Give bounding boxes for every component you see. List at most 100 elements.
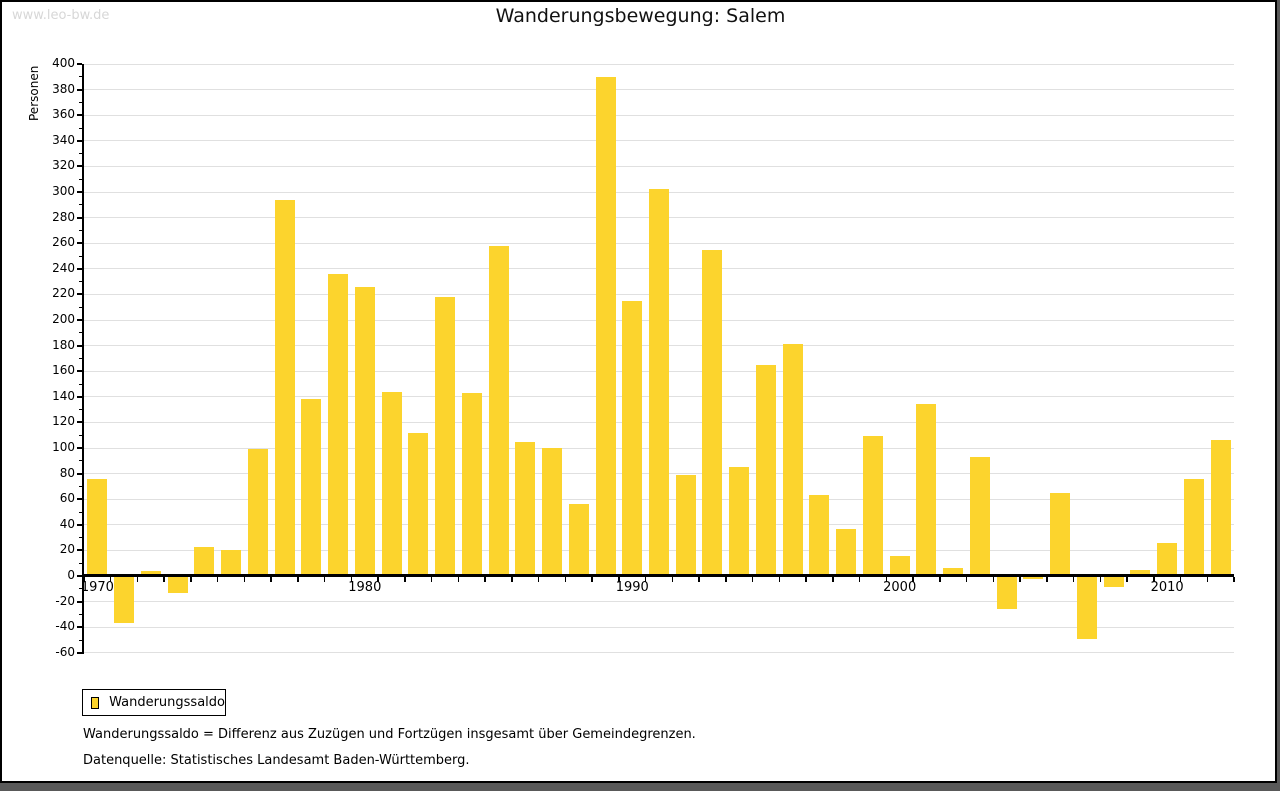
x-tick-14	[457, 576, 460, 582]
y-tick-40	[77, 523, 82, 526]
x-tick-20	[618, 576, 620, 582]
y-tick-label-340: 340	[52, 132, 75, 147]
x-tick-34	[992, 576, 995, 582]
gridline-320	[84, 165, 1234, 167]
y-tick-label-380: 380	[52, 81, 75, 96]
y-tick-label-60: 60	[59, 491, 75, 506]
bar-1981	[381, 391, 402, 576]
x-tick-label-1970: 1970	[80, 580, 114, 595]
y-tick-120	[77, 421, 82, 424]
watermark: www.leo-bw.de	[12, 8, 110, 23]
bar-1989	[595, 76, 616, 576]
y-tick-label--60: -60	[55, 644, 75, 659]
bar-1985	[488, 245, 509, 576]
x-tick-7	[270, 576, 272, 582]
x-tick-10	[350, 576, 353, 582]
gridline-380	[84, 89, 1234, 91]
x-tick-5	[216, 576, 219, 582]
gridline-400	[84, 63, 1234, 65]
x-tick-15	[484, 576, 486, 582]
y-tick-160	[77, 370, 82, 373]
y-minor-tick-290	[79, 204, 82, 206]
x-tick-31	[912, 576, 914, 582]
bar-1983	[435, 296, 456, 576]
y-axis-line	[82, 64, 84, 654]
x-tick-11	[377, 576, 379, 582]
y-tick-label-220: 220	[52, 286, 75, 301]
bar-1984	[461, 392, 482, 576]
bar-2001	[916, 404, 937, 576]
y-tick-140	[77, 395, 82, 398]
x-tick-17	[537, 576, 540, 582]
bar-1987	[542, 448, 563, 576]
y-tick-300	[77, 191, 82, 193]
y-minor-tick-370	[79, 101, 82, 103]
legend-swatch	[91, 696, 100, 709]
y-tick-0	[77, 575, 82, 577]
x-tick-27	[805, 576, 807, 582]
y-tick-360	[77, 114, 82, 117]
legend-label: Wanderungssaldo	[109, 695, 225, 710]
x-tick-8	[297, 576, 299, 582]
x-tick-2	[136, 576, 139, 582]
bar-2006	[1050, 492, 1071, 576]
x-tick-40	[1153, 576, 1155, 582]
x-tick-23	[698, 576, 700, 582]
y-tick-320	[77, 165, 82, 168]
y-tick-240	[77, 267, 82, 270]
x-tick-label-1980: 1980	[348, 580, 382, 595]
y-tick-label--40: -40	[55, 619, 75, 634]
y-tick-label-20: 20	[59, 542, 75, 557]
bar-2003	[969, 456, 990, 576]
y-minor-tick-30	[79, 537, 82, 539]
footnote-definition: Wanderungssaldo = Differenz aus Zuzügen …	[83, 727, 696, 742]
bar-1998	[836, 528, 857, 576]
chart-title: Wanderungsbewegung: Salem	[495, 5, 786, 27]
y-tick-label-300: 300	[52, 184, 75, 198]
x-tick-32	[939, 576, 941, 582]
y-tick-label-140: 140	[52, 388, 75, 403]
y-tick-label-200: 200	[52, 312, 75, 326]
bar-2008	[1103, 576, 1124, 587]
y-tick-label-260: 260	[52, 235, 75, 250]
bar-1973	[167, 576, 188, 594]
y-tick-label-280: 280	[52, 209, 75, 224]
y-tick-label-400: 400	[52, 56, 75, 70]
y-minor-tick-190	[79, 332, 82, 334]
y-minor-tick-10	[79, 562, 82, 564]
bar-2012	[1210, 440, 1231, 576]
x-tick-28	[832, 576, 834, 582]
bar-2011	[1183, 478, 1204, 576]
x-tick-19	[591, 576, 593, 582]
x-tick-33	[965, 576, 968, 582]
x-tick-4	[190, 576, 192, 582]
y-tick-80	[77, 472, 82, 475]
y-minor-tick-250	[79, 255, 82, 257]
x-tick-12	[404, 576, 406, 582]
x-tick-9	[323, 576, 326, 582]
x-axis-line	[82, 574, 1234, 577]
bar-1997	[809, 495, 830, 576]
y-tick-280	[77, 216, 82, 219]
y-tick-label-320: 320	[52, 158, 75, 173]
x-tick-0	[83, 576, 85, 582]
x-tick-label-2010: 2010	[1150, 580, 1184, 595]
y-tick-label-0: 0	[67, 568, 75, 582]
bar-2010	[1157, 542, 1178, 576]
y-minor-tick-170	[79, 357, 82, 359]
y-minor-tick-230	[79, 281, 82, 283]
gridline--40	[84, 626, 1234, 628]
y-tick-400	[77, 63, 82, 65]
y-minor-tick--10	[79, 588, 82, 590]
bar-1995	[755, 364, 776, 576]
bar-1996	[782, 344, 803, 576]
x-tick-3	[163, 576, 165, 582]
y-tick-label-360: 360	[52, 107, 75, 122]
y-tick-label-240: 240	[52, 260, 75, 275]
legend: Wanderungssaldo	[82, 689, 226, 716]
y-tick-340	[77, 139, 82, 142]
x-tick-42	[1206, 576, 1208, 582]
y-tick-60	[77, 498, 82, 501]
y-tick-label-160: 160	[52, 363, 75, 378]
y-tick--20	[77, 600, 82, 603]
